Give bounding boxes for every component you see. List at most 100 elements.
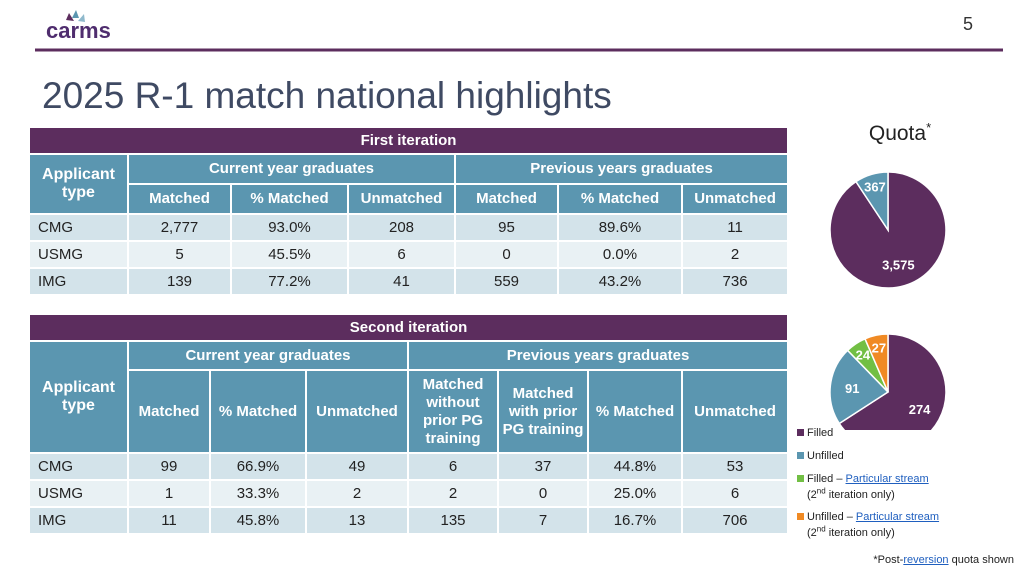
cell: 41 (347, 267, 456, 296)
pie-slice (854, 171, 889, 233)
title-row: First iteration (27, 126, 790, 155)
row-label: CMG (28, 452, 129, 481)
data-label: 367 (864, 180, 886, 195)
cell: 6 (680, 479, 790, 508)
cell: 0 (454, 240, 559, 269)
legend-swatch (797, 429, 804, 436)
column-header: % Matched (230, 183, 349, 215)
column-header: % Matched (209, 369, 307, 454)
cell: 95 (454, 213, 559, 242)
cell: 45.5% (230, 240, 349, 269)
cell: 736 (680, 267, 790, 296)
column-header: Matched (127, 369, 211, 454)
cell: 99 (127, 452, 211, 481)
column-header: Unmatched (305, 369, 409, 454)
data-label: 3,575 (882, 257, 915, 272)
footnote-text: *Post- (873, 554, 904, 566)
cell: 16.7% (587, 506, 683, 535)
table: Second iteration Applicant type Current ye… (27, 313, 790, 535)
logo-leaf (66, 13, 74, 21)
row-label: USMG (28, 240, 129, 269)
column-header: Matched without prior PG training (407, 369, 499, 454)
column-row: Matched% Matched Unmatched Matched without… (29, 369, 790, 454)
legend-item: Filled (797, 427, 833, 439)
legend-note-sup: nd (816, 524, 826, 533)
column-header: Unmatched (347, 183, 456, 215)
cell: 135 (407, 506, 499, 535)
column-header: Unmatched (680, 183, 790, 215)
cell: 6 (407, 452, 499, 481)
pie-slice (864, 333, 889, 393)
chart-title-text: Quota (869, 122, 927, 145)
cell: 1 (127, 479, 211, 508)
legend-item: Unfilled – Particular stream (2nd iterati… (797, 511, 939, 539)
cell: 2 (407, 479, 499, 508)
table-title: First iteration (27, 126, 790, 155)
cell: 6 (347, 240, 456, 269)
legend-text: Filled – (807, 473, 846, 485)
legend-item: Unfilled (797, 450, 844, 462)
group-header: Previous years graduates (406, 340, 790, 371)
cell: 208 (347, 213, 456, 242)
cell: 89.6% (557, 213, 683, 242)
legend-link[interactable]: Particular stream (845, 473, 929, 485)
group-header: Current year graduates (127, 153, 456, 185)
cell: 66.9% (209, 452, 307, 481)
legend-note-text: iteration only) (825, 526, 895, 539)
legend-note-text: (2 (807, 488, 817, 501)
cell: 49 (305, 452, 409, 481)
cell: 44.8% (587, 452, 683, 481)
legend-note: (2nd iteration only) (807, 524, 895, 539)
cell: 706 (680, 506, 790, 535)
legend-swatch (797, 452, 804, 459)
legend-link[interactable]: Particular stream (855, 511, 940, 523)
logo-leaf (72, 10, 79, 18)
column-row: Matched% Matched Unmatched Matched% Matche… (29, 183, 790, 215)
data-label: 274 (909, 402, 931, 417)
group-header: Previous years graduates (453, 153, 790, 185)
legend-swatch (797, 513, 804, 520)
footnote-text: quota shown (948, 554, 1014, 566)
data-row: CMG 99 66.9% 49 6 37 44.8% 53 (28, 452, 790, 481)
cell: 13 (305, 506, 409, 535)
chart-title: Quota* (869, 120, 931, 145)
cell: 11 (127, 506, 211, 535)
cell: 77.2% (230, 267, 349, 296)
cell: 0 (497, 479, 589, 508)
cell: 2 (680, 240, 790, 269)
legend-item: Filled – Particular stream (2nd iteration… (797, 473, 929, 501)
column-header: Matched with prior PG training (497, 369, 589, 454)
legend-text: Unfilled (807, 450, 844, 462)
data-label: 24 (856, 347, 871, 362)
legend-text: Unfilled – (807, 511, 856, 523)
row-label: IMG (28, 506, 129, 535)
legend-note-sup: nd (816, 486, 826, 495)
cell: 93.0% (230, 213, 349, 242)
cell: 33.3% (209, 479, 307, 508)
column-header: % Matched (557, 183, 683, 215)
column-header: Matched (454, 183, 559, 215)
cell: 37 (497, 452, 589, 481)
slide-title: 2025 R-1 match national highlights (42, 75, 612, 116)
table: First iteration Applicant type Current yea… (27, 126, 790, 296)
column-header: Matched (127, 183, 232, 215)
cell: 5 (127, 240, 232, 269)
pie-slice (829, 349, 890, 425)
legend-text: Filled (807, 427, 834, 439)
pie-slice (838, 333, 947, 430)
footnote: *Post-reversion quota shown (873, 554, 1014, 566)
data-row: USMG 1 33.3% 2 2 0 25.0% 6 (28, 479, 790, 508)
row-label: CMG (28, 213, 129, 242)
data-label: 27 (872, 341, 886, 356)
applicant-header: Applicant type (28, 340, 129, 454)
data-row: CMG 2,777 93.0% 208 95 89.6% 11 (28, 213, 790, 242)
group-row: Applicant type Current year graduates Prev… (28, 340, 790, 454)
logo: carms (46, 18, 111, 43)
cell: 559 (454, 267, 559, 296)
applicant-header: Applicant type (28, 153, 129, 215)
footnote-link[interactable]: reversion (903, 554, 949, 566)
cell: 2 (305, 479, 409, 508)
charts: Quota* 3,575 367 274 91 24 27 (829, 120, 947, 430)
data-row: IMG 139 77.2% 41 559 43.2% 736 (28, 267, 790, 296)
